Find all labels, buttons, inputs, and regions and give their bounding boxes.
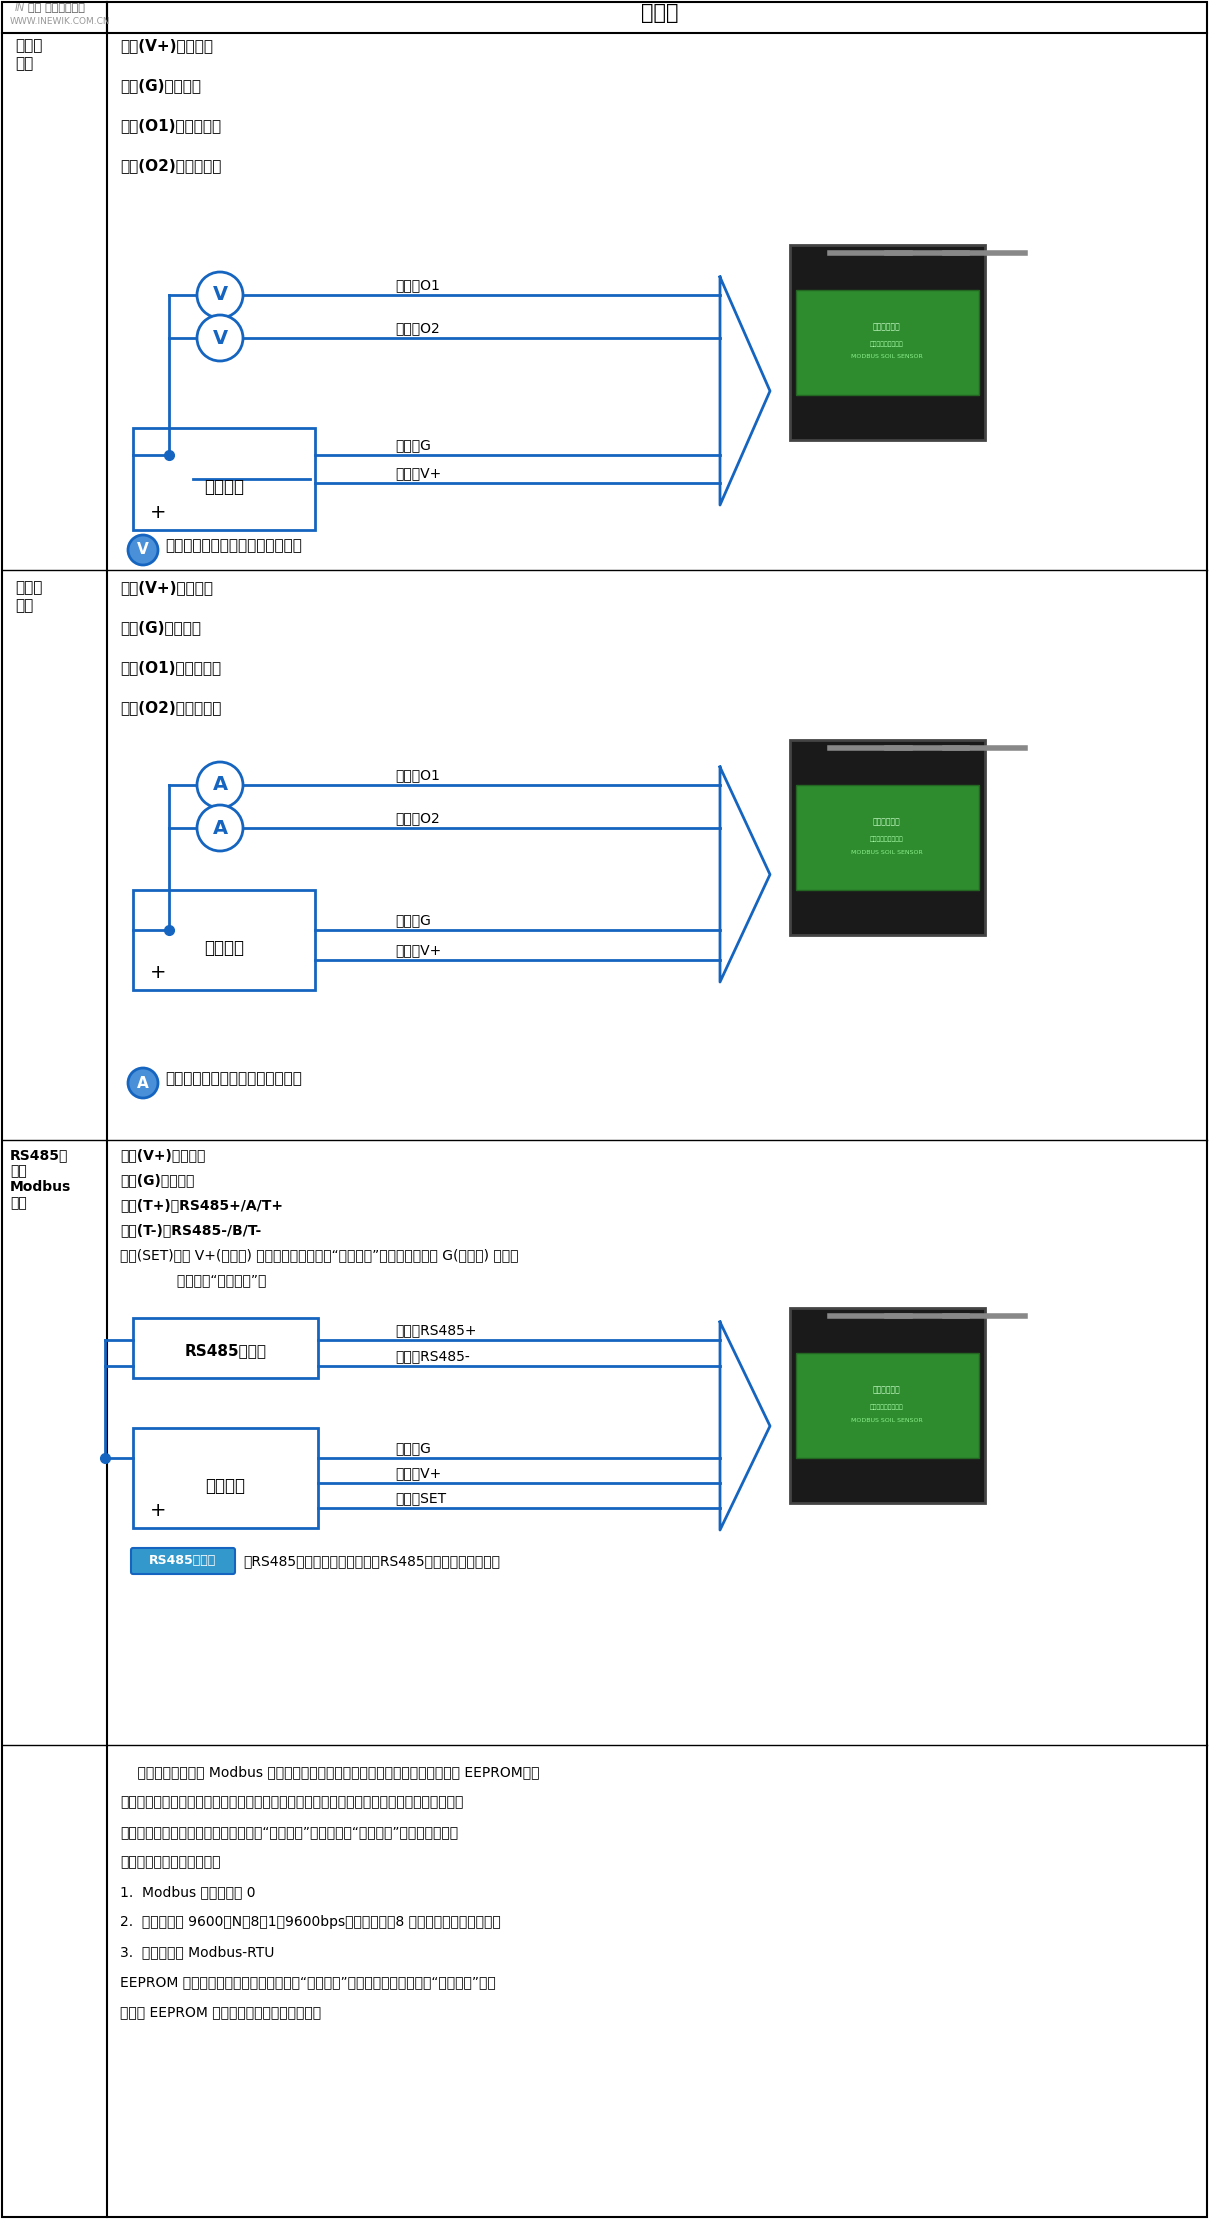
Text: 黑色：G: 黑色：G	[395, 912, 430, 928]
Text: 大连宿勤科技: 大连宿勤科技	[873, 1385, 901, 1394]
Circle shape	[197, 761, 243, 808]
Text: 大连宿勤科技传感器: 大连宿勤科技传感器	[870, 1405, 904, 1409]
Text: 为电流表或数据采集器电流输入端: 为电流表或数据采集器电流输入端	[164, 1072, 302, 1085]
Text: 白色(T-)：RS485-/B/T-: 白色(T-)：RS485-/B/T-	[120, 1223, 261, 1236]
Text: EEPROM 中的配置参数不会因为模块进入“设置模式”时而改变，当模块处于“运行模式”时仍: EEPROM 中的配置参数不会因为模块进入“设置模式”时而改变，当模块处于“运行…	[120, 1975, 496, 1988]
Text: 绿色(SET)：接 V+(电源正) 时上电启动模块进入“设置模式”。不连接或者接 G(电源地) 时上电: 绿色(SET)：接 V+(电源正) 时上电启动模块进入“设置模式”。不连接或者接…	[120, 1247, 519, 1263]
Text: +: +	[150, 504, 167, 521]
Text: 大连宿勤科技: 大连宿勤科技	[873, 817, 901, 825]
Bar	[133, 890, 316, 990]
Text: 黑色：G: 黑色：G	[395, 1440, 430, 1456]
Text: 蓝色(O1)：温度信号: 蓝色(O1)：温度信号	[120, 118, 221, 133]
Text: 大连宿勤科技传感器: 大连宿勤科技传感器	[870, 837, 904, 841]
Bar	[133, 1318, 318, 1378]
Circle shape	[197, 805, 243, 852]
Text: 口型: 口型	[10, 1165, 27, 1178]
Text: 黑色(G)：电源地: 黑色(G)：电源地	[120, 1174, 195, 1187]
Circle shape	[197, 273, 243, 317]
Text: 棕色(O2)：水分信号: 棕色(O2)：水分信号	[120, 158, 221, 173]
Text: 棕色：O2: 棕色：O2	[395, 810, 440, 825]
Text: 红色(V+)：电源正: 红色(V+)：电源正	[120, 1147, 206, 1163]
Text: +: +	[150, 963, 167, 983]
Text: RS485主设备: RS485主设备	[150, 1556, 216, 1567]
Text: V: V	[213, 328, 227, 348]
Text: 接线图: 接线图	[641, 2, 678, 22]
Text: MODBUS SOIL SENSOR: MODBUS SOIL SENSOR	[851, 850, 922, 854]
Text: V: V	[213, 286, 227, 304]
Text: 为RS485主机（电脑或其他具有RS485接口的嵌入式设备）: 为RS485主机（电脑或其他具有RS485接口的嵌入式设备）	[243, 1553, 501, 1569]
Text: IN: IN	[15, 2, 25, 13]
Text: 大连宿勤科技: 大连宿勤科技	[873, 322, 901, 331]
Text: 直流电源: 直流电源	[204, 477, 244, 497]
Text: 白色：RS485-: 白色：RS485-	[395, 1349, 470, 1362]
Text: 黄色(T+)：RS485+/A/T+: 黄色(T+)：RS485+/A/T+	[120, 1198, 283, 1212]
Text: 直流电源: 直流电源	[206, 1478, 245, 1496]
Text: 1.  Modbus 地址固定为 0: 1. Modbus 地址固定为 0	[120, 1884, 255, 1899]
Text: 黑色(G)：电源地: 黑色(G)：电源地	[120, 78, 201, 93]
Text: 大连宿勤科技传感器: 大连宿勤科技传感器	[870, 342, 904, 346]
Text: Modbus: Modbus	[10, 1181, 71, 1194]
Text: 红色(V+)：电源正: 红色(V+)：电源正	[120, 38, 213, 53]
Text: 电压输: 电压输	[15, 38, 42, 53]
Text: A: A	[213, 774, 227, 794]
Text: RS485主设备: RS485主设备	[185, 1342, 266, 1358]
Text: 直流电源: 直流电源	[204, 939, 244, 956]
Text: RS485接: RS485接	[10, 1147, 69, 1163]
Text: 红色：V+: 红色：V+	[395, 943, 441, 956]
FancyBboxPatch shape	[131, 1549, 235, 1573]
Text: 红色：V+: 红色：V+	[395, 466, 441, 479]
Text: MODBUS SOIL SENSOR: MODBUS SOIL SENSOR	[851, 355, 922, 359]
Text: WWW.INEWIK.COM.CN: WWW.INEWIK.COM.CN	[10, 18, 111, 27]
Circle shape	[128, 1067, 158, 1098]
Text: 块会以以下参数进行通讯：: 块会以以下参数进行通讯：	[120, 1855, 220, 1868]
Circle shape	[128, 535, 158, 566]
Text: 模块的配置参数如 Modbus 地址，波特率，校验位，通讯协议等是由模块内部的 EEPROM（掉: 模块的配置参数如 Modbus 地址，波特率，校验位，通讯协议等是由模块内部的 …	[120, 1764, 539, 1780]
Text: A: A	[137, 1076, 149, 1090]
Text: A: A	[213, 819, 227, 837]
Bar	[789, 1307, 985, 1502]
Text: 2.  通信配置为 9600，N，8，1（9600bps，无校验位，8 个数据位，一个停止位）: 2. 通信配置为 9600，N，8，1（9600bps，无校验位，8 个数据位，…	[120, 1915, 501, 1928]
Text: 会按照 EEPROM 中的这些配置参数进行通讯。: 会按照 EEPROM 中的这些配置参数进行通讯。	[120, 2006, 322, 2019]
Text: 出型: 出型	[15, 597, 34, 612]
Text: 黑色(G)：电源地: 黑色(G)：电源地	[120, 619, 201, 635]
Bar	[796, 291, 979, 395]
Text: V: V	[137, 541, 149, 557]
Text: 棕色(O2)：水分信号: 棕色(O2)：水分信号	[120, 699, 221, 715]
Text: 黑色：G: 黑色：G	[395, 437, 430, 453]
Bar	[789, 244, 985, 439]
Bar	[789, 739, 985, 934]
Text: 蓝色(O1)：温度信号: 蓝色(O1)：温度信号	[120, 659, 221, 675]
Text: 出型: 出型	[15, 55, 34, 71]
Text: 黄色：RS485+: 黄色：RS485+	[395, 1323, 476, 1338]
Bar	[133, 428, 316, 530]
Text: 为电压表或数据采集器电压输入端: 为电压表或数据采集器电压输入端	[164, 537, 302, 553]
Text: 协议: 协议	[10, 1196, 27, 1209]
Bar	[796, 786, 979, 890]
Text: 电流输: 电流输	[15, 579, 42, 595]
Text: 红色：V+: 红色：V+	[395, 1467, 441, 1480]
Text: 止这个问题，模块有一特殊的模式称作“设置模式”。当模块以“设置模式”上电启动时，模: 止这个问题，模块有一特殊的模式称作“设置模式”。当模块以“设置模式”上电启动时，…	[120, 1824, 458, 1840]
Text: 3.  通信协议为 Modbus-RTU: 3. 通信协议为 Modbus-RTU	[120, 1946, 274, 1959]
Text: 绿色：SET: 绿色：SET	[395, 1491, 446, 1504]
Text: 红色(V+)：电源正: 红色(V+)：电源正	[120, 579, 213, 595]
Text: 棕色：O2: 棕色：O2	[395, 322, 440, 335]
Bar	[796, 1354, 979, 1458]
Circle shape	[197, 315, 243, 362]
Bar	[133, 1429, 318, 1529]
Text: 型号 大连宿勤科技: 型号 大连宿勤科技	[28, 2, 85, 13]
Text: 电存储设备）内存储的。有时会忘记这些参数的具体配置而导致不能与模块进行通讯。为了防: 电存储设备）内存储的。有时会忘记这些参数的具体配置而导致不能与模块进行通讯。为了…	[120, 1795, 463, 1808]
Text: MODBUS SOIL SENSOR: MODBUS SOIL SENSOR	[851, 1418, 922, 1422]
Text: +: +	[150, 1500, 167, 1520]
Text: 启动进入“运行模式”。: 启动进入“运行模式”。	[120, 1274, 266, 1287]
Text: 蓝色：O1: 蓝色：O1	[395, 277, 440, 293]
Text: 蓝色：O1: 蓝色：O1	[395, 768, 440, 781]
